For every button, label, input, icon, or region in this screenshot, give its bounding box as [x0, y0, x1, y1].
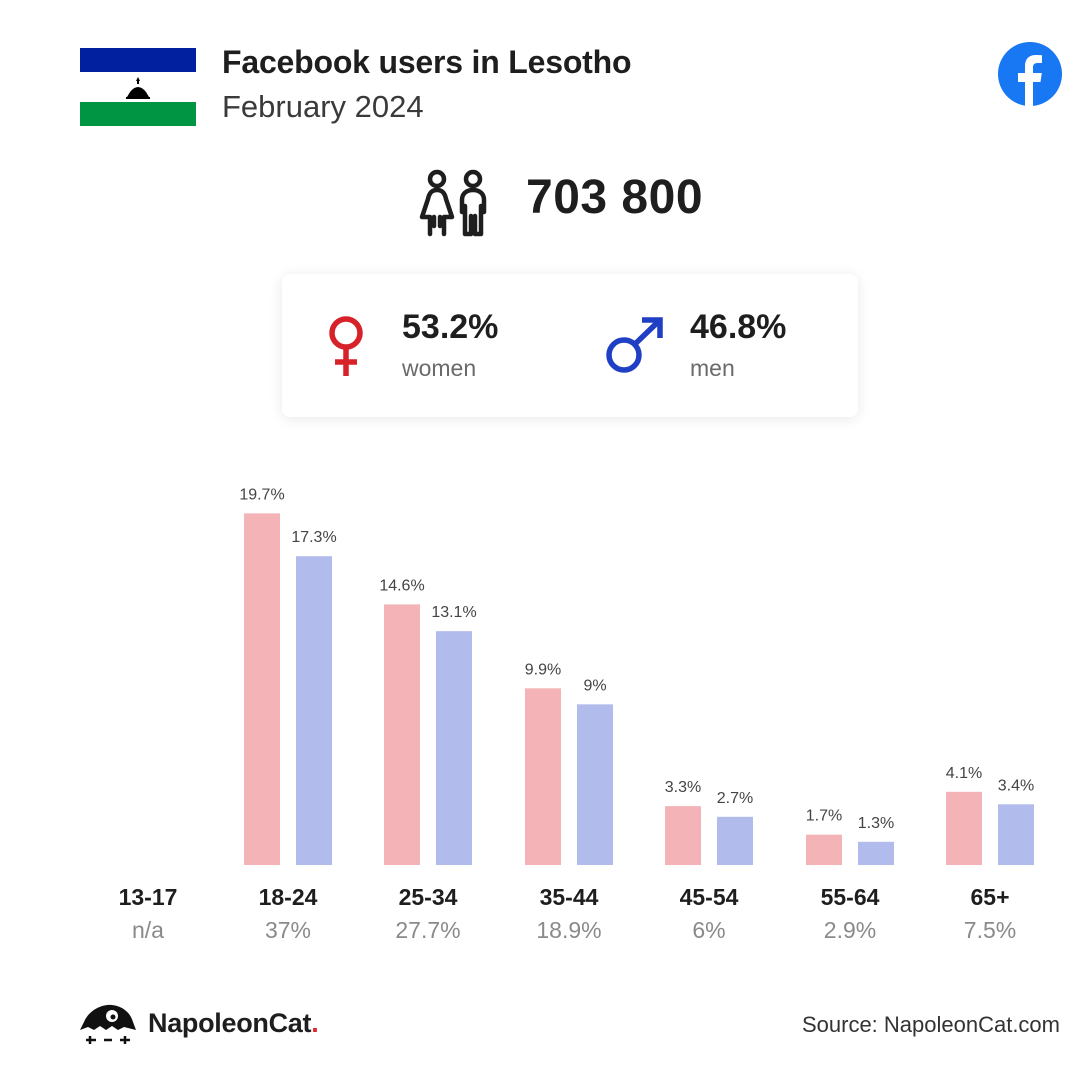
page-subtitle: February 2024 — [222, 89, 424, 124]
bar-men-25-34 — [436, 631, 472, 865]
total-users: 703 800 — [526, 171, 704, 224]
age-group-total: 27.7% — [395, 917, 461, 943]
napoleoncat-logo-icon — [80, 1004, 136, 1044]
male-symbol-icon — [606, 317, 663, 373]
source-credit: Source: NapoleonCat.com — [801, 1012, 1060, 1037]
bar-women-35-44 — [525, 688, 561, 865]
bar-women-65+ — [946, 791, 982, 865]
bar-women-45-54 — [665, 806, 701, 865]
bar-label-men-18-24: 17.3% — [291, 529, 336, 546]
bar-label-women-35-44: 9.9% — [525, 661, 561, 678]
bar-label-women-18-24: 19.7% — [239, 486, 284, 503]
bar-men-65+ — [998, 804, 1034, 865]
age-group-total: 18.9% — [536, 917, 602, 943]
bar-women-18-24 — [244, 513, 280, 865]
bar-label-men-65+: 3.4% — [998, 777, 1034, 794]
age-group-total: 6% — [692, 917, 726, 943]
lesotho-flag-icon — [80, 48, 196, 126]
age-group-total: 2.9% — [823, 917, 877, 943]
bar-women-55-64 — [806, 834, 842, 865]
age-group-label: 13-17 — [118, 884, 178, 910]
brand-name: NapoleonCat. — [148, 1008, 319, 1039]
age-group-label: 35-44 — [539, 884, 599, 910]
age-group-label: 55-64 — [820, 884, 880, 910]
bar-men-55-64 — [858, 841, 894, 865]
bar-label-women-45-54: 3.3% — [665, 779, 701, 796]
bar-women-25-34 — [384, 604, 420, 865]
bar-label-men-25-34: 13.1% — [431, 604, 476, 621]
brand-dot: . — [311, 1008, 319, 1038]
age-group-total: 7.5% — [963, 917, 1017, 943]
bar-men-18-24 — [296, 556, 332, 865]
age-group-total: n/a — [132, 917, 164, 943]
bar-men-45-54 — [717, 816, 753, 865]
age-group-label: 45-54 — [679, 884, 739, 910]
women-label: women — [402, 355, 477, 381]
men-percent: 46.8% — [690, 308, 787, 346]
age-group-total: 37% — [264, 917, 312, 943]
brand-text: NapoleonCat — [148, 1008, 312, 1038]
page-title: Facebook users in Lesotho — [222, 44, 632, 80]
bar-label-men-35-44: 9% — [583, 677, 606, 694]
bar-label-women-65+: 4.1% — [946, 765, 982, 782]
age-group-label: 65+ — [970, 884, 1010, 910]
bar-label-women-25-34: 14.6% — [379, 577, 424, 594]
age-group-label: 18-24 — [258, 884, 318, 910]
bar-men-35-44 — [577, 704, 613, 865]
men-label: men — [690, 355, 735, 381]
people-icon — [419, 169, 487, 237]
gender-card: 53.2% women 46.8% men — [282, 274, 858, 417]
women-percent: 53.2% — [402, 308, 499, 346]
bar-label-men-45-54: 2.7% — [717, 790, 753, 807]
female-symbol-icon — [329, 316, 363, 376]
age-group-label: 25-34 — [398, 884, 458, 910]
bar-label-men-55-64: 1.3% — [858, 815, 894, 832]
bar-label-women-55-64: 1.7% — [806, 808, 842, 825]
facebook-icon — [998, 42, 1062, 106]
